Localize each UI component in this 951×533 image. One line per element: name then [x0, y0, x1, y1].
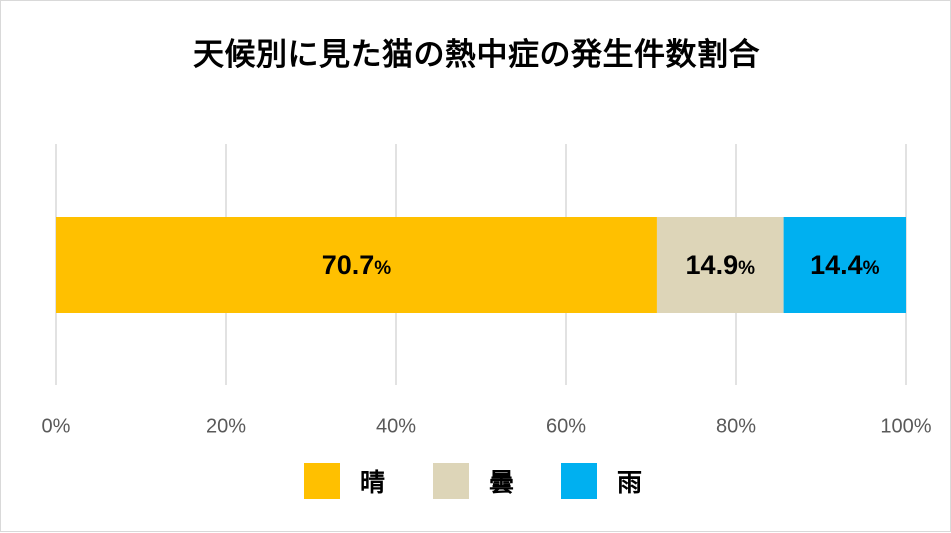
legend-swatch-rainy	[561, 463, 597, 499]
data-label: 14.4%	[810, 250, 880, 280]
bar-segment	[656, 217, 784, 313]
bar-segment	[783, 217, 906, 313]
legend-item-cloudy: 曇	[433, 463, 514, 499]
legend-item-sunny: 晴	[304, 463, 385, 499]
legend-item-rainy: 雨	[561, 463, 642, 499]
x-tick-label: 20%	[206, 415, 246, 437]
x-tick-label: 100%	[880, 415, 931, 437]
x-tick-label: 0%	[42, 415, 71, 437]
legend-swatch-sunny	[304, 463, 340, 499]
x-tick-label: 80%	[716, 415, 756, 437]
x-tick-label: 60%	[546, 415, 586, 437]
legend-label-cloudy: 曇	[489, 468, 515, 497]
data-label: 70.7%	[322, 250, 392, 280]
legend-label-rainy: 雨	[617, 468, 643, 497]
legend-swatch-cloudy	[433, 463, 469, 499]
chart-legend: 晴 曇 雨	[1, 463, 951, 499]
legend-label-sunny: 晴	[360, 468, 386, 497]
chart-title: 天候別に見た猫の熱中症の発生件数割合	[193, 37, 760, 73]
bar-segment	[56, 217, 657, 313]
x-tick-label: 40%	[376, 415, 416, 437]
data-label: 14.9%	[686, 250, 756, 280]
